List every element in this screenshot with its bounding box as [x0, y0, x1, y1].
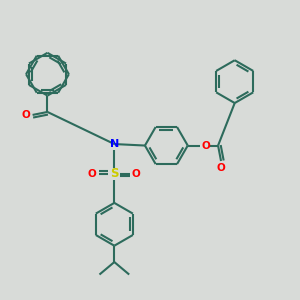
Text: N: N [110, 139, 119, 149]
Text: O: O [201, 140, 210, 151]
Text: S: S [110, 167, 118, 180]
Text: O: O [132, 169, 141, 179]
Text: O: O [217, 163, 225, 172]
Text: O: O [22, 110, 30, 120]
Text: O: O [88, 169, 97, 179]
